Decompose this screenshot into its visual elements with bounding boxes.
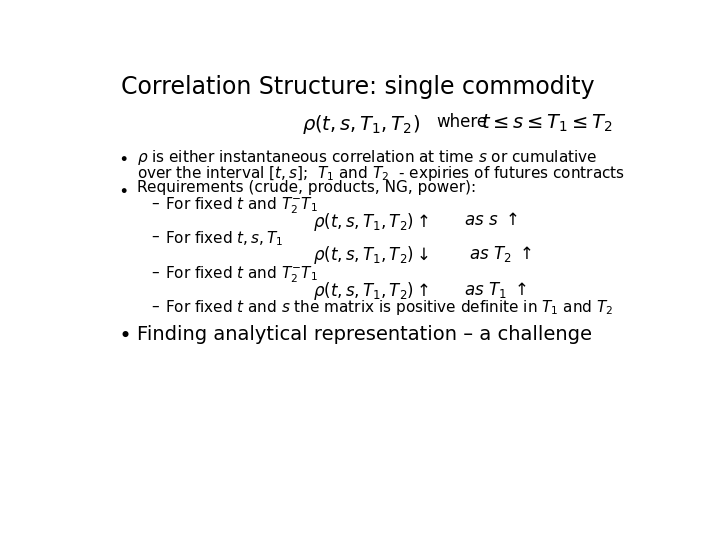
Text: –: – [151,229,159,244]
Text: $t \leq s \leq T_1 \leq T_2$: $t \leq s \leq T_1 \leq T_2$ [481,113,613,134]
Text: $\rho(t,s,T_1,T_2)$: $\rho(t,s,T_1,T_2)$ [302,113,420,136]
Text: Correlation Structure: single commodity: Correlation Structure: single commodity [121,75,594,99]
Text: Requirements (crude, products, NG, power):: Requirements (crude, products, NG, power… [138,180,477,194]
Text: For fixed $t,s,T_1$: For fixed $t,s,T_1$ [166,229,284,248]
Text: $as\ s\ {\uparrow}$: $as\ s\ {\uparrow}$ [464,211,518,229]
Text: where: where [436,113,487,131]
Text: $as\ T_1\ {\uparrow}$: $as\ T_1\ {\uparrow}$ [464,280,527,300]
Text: –: – [151,299,159,314]
Text: –: – [151,265,159,279]
Text: For fixed $t$ and $s$ the matrix is positive definite in $T_1$ and $T_2$: For fixed $t$ and $s$ the matrix is posi… [166,299,614,318]
Text: $\bullet$: $\bullet$ [118,180,127,198]
Text: $\rho(t,s,T_1,T_2){\uparrow}$: $\rho(t,s,T_1,T_2){\uparrow}$ [313,211,429,233]
Text: $\rho(t,s,T_1,T_2){\uparrow}$: $\rho(t,s,T_1,T_2){\uparrow}$ [313,280,429,302]
Text: $\rho$ is either instantaneous correlation at time $s$ or cumulative: $\rho$ is either instantaneous correlati… [138,148,598,167]
Text: $as\ T_2\ {\uparrow}$: $as\ T_2\ {\uparrow}$ [469,245,533,265]
Text: For fixed $t$ and $T_2^{-}T_1$: For fixed $t$ and $T_2^{-}T_1$ [166,265,318,285]
Text: For fixed $t$ and $T_2^{-}T_1$: For fixed $t$ and $T_2^{-}T_1$ [166,196,318,217]
Text: $\bullet$: $\bullet$ [118,148,127,166]
Text: $\rho(t,s,T_1,T_2){\downarrow}$: $\rho(t,s,T_1,T_2){\downarrow}$ [313,245,429,266]
Text: $\bullet$: $\bullet$ [118,323,130,343]
Text: over the interval $[t,s]$;  $T_1$ and $T_2$  - expiries of futures contracts: over the interval $[t,s]$; $T_1$ and $T_… [138,164,626,183]
Text: Finding analytical representation – a challenge: Finding analytical representation – a ch… [138,325,593,343]
Text: –: – [151,196,159,211]
